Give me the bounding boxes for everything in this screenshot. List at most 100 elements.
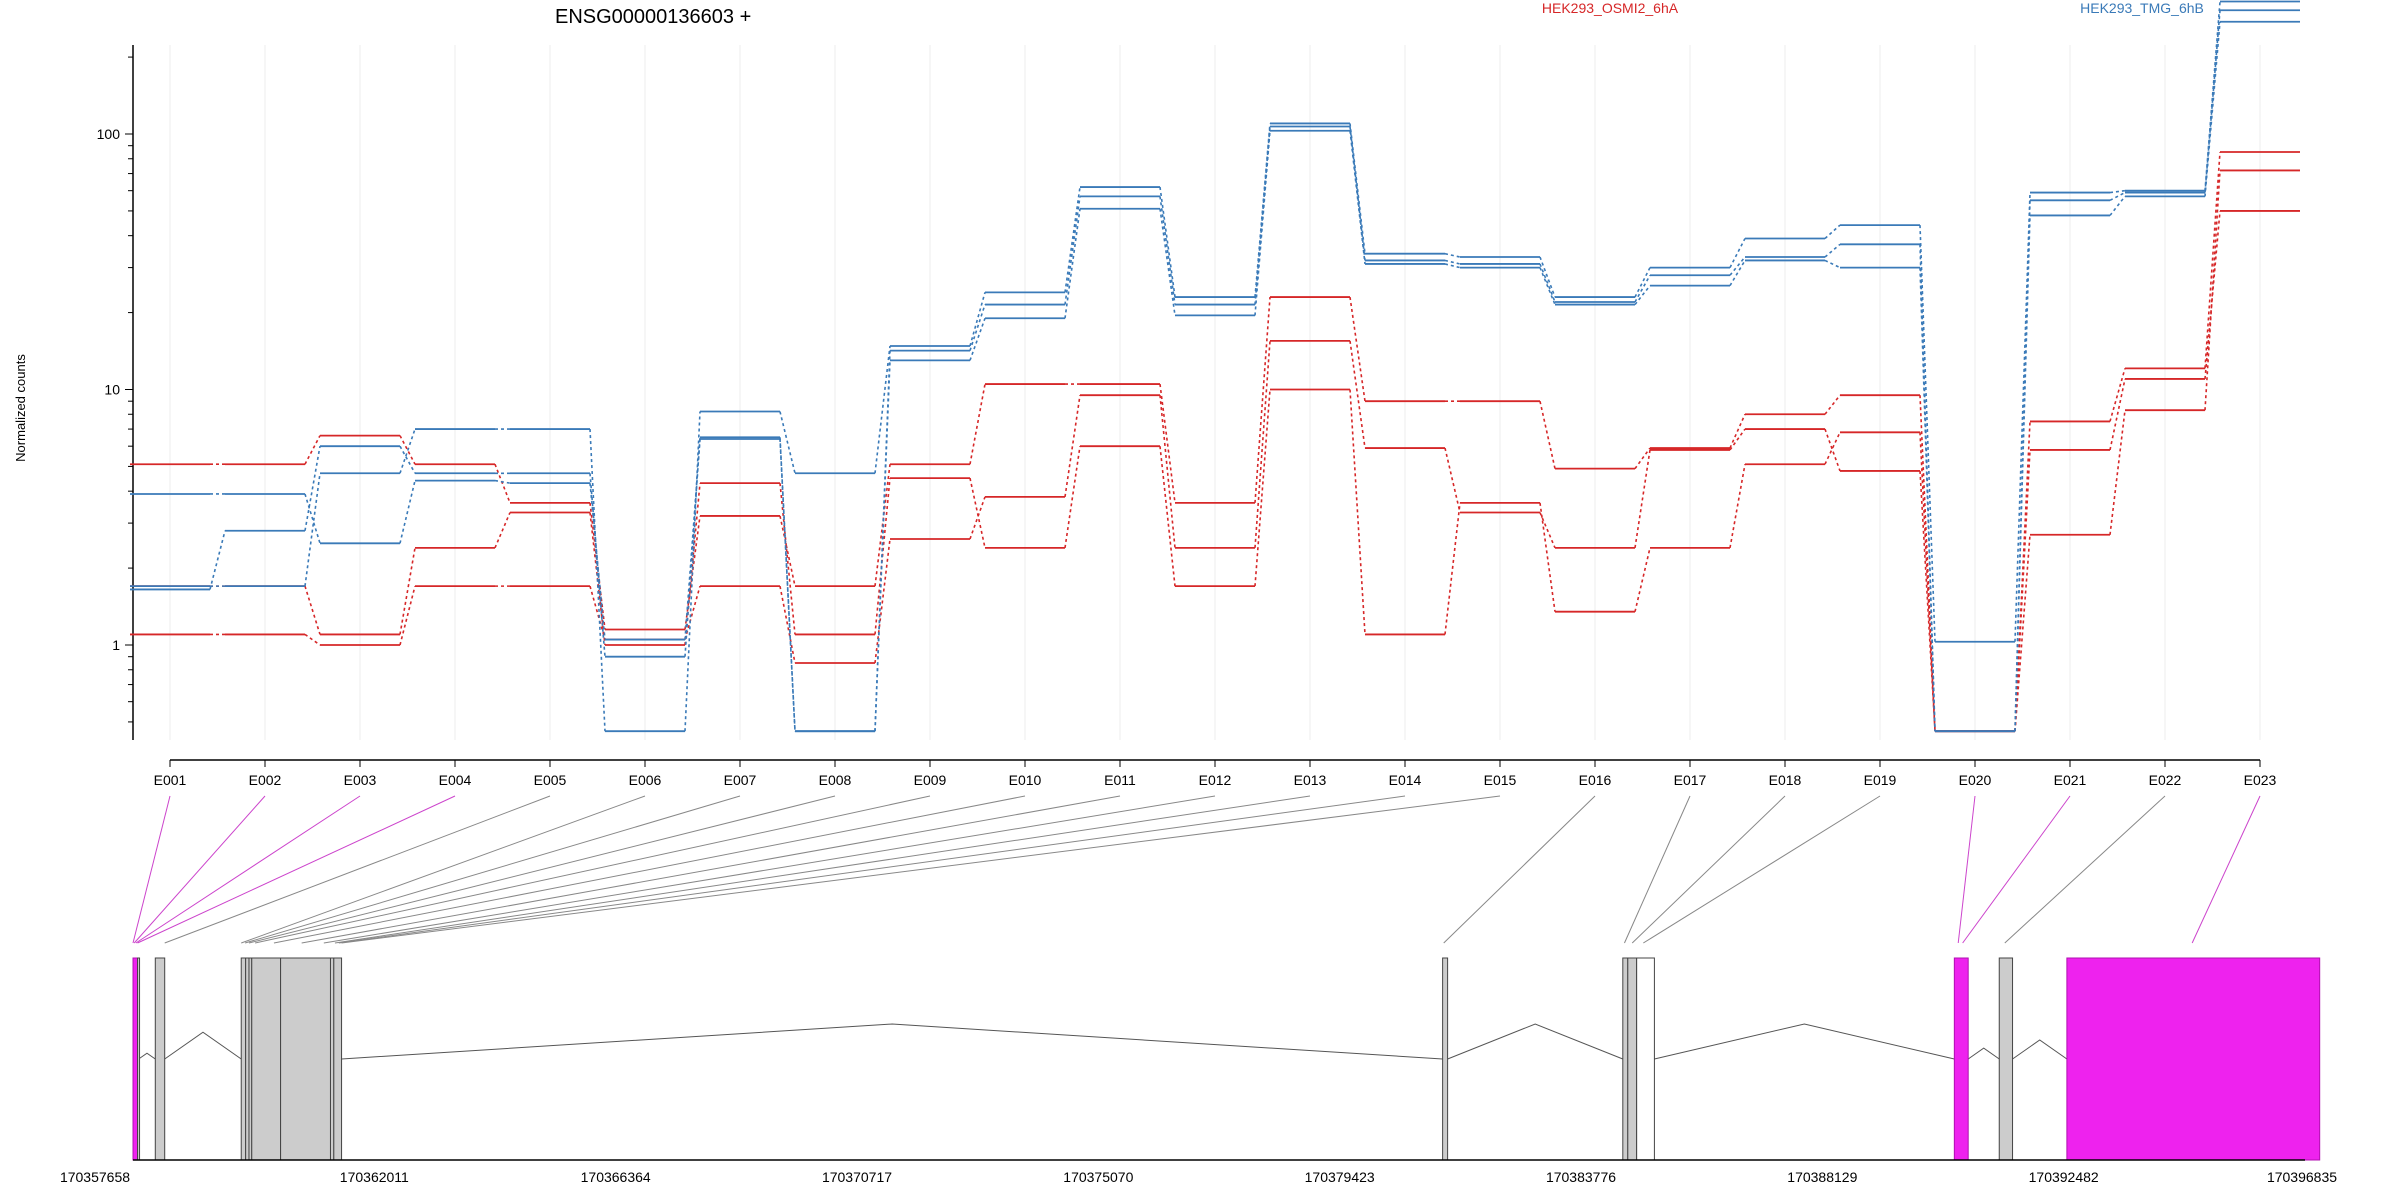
series-connector xyxy=(2109,195,2126,216)
y-tick-label: 10 xyxy=(104,382,120,398)
exon-block xyxy=(1627,957,1638,1161)
exon-connector xyxy=(248,795,836,944)
series-connector xyxy=(1254,130,1271,316)
exon-connector xyxy=(164,795,551,944)
series-connector xyxy=(1634,449,1651,548)
genomic-axis: 170357658 170362011 170366364 170370717 1703… xyxy=(60,1159,2337,1185)
series-connector xyxy=(1064,186,1081,293)
exon-block xyxy=(251,957,282,1161)
genomic-tick-label: 170362011 xyxy=(340,1169,409,1185)
exon-connector xyxy=(1624,795,1691,944)
series-connector xyxy=(1349,123,1366,254)
y-axis: 1 10 100 xyxy=(97,45,134,740)
series-connector xyxy=(399,435,416,465)
series-connector xyxy=(1159,383,1176,503)
series-connector xyxy=(1444,502,1461,635)
genomic-tick-label: 170392482 xyxy=(2029,1169,2099,1185)
genomic-tick-label: 170396835 xyxy=(2267,1169,2337,1185)
exon-block xyxy=(132,957,139,1161)
series-connector xyxy=(1729,428,1746,451)
x-tick-label: E020 xyxy=(1959,772,1992,788)
series-connector xyxy=(1539,263,1556,303)
legend-item-tmg: HEK293_TMG_6hB xyxy=(2080,0,2204,16)
series-connector xyxy=(1919,470,1936,732)
series-connector xyxy=(1064,395,1081,497)
intron-line xyxy=(138,1052,156,1060)
series-connector xyxy=(1254,123,1271,298)
series-connector xyxy=(2204,21,2221,197)
genomic-tick-label: 170383776 xyxy=(1546,1169,1616,1185)
exon-block xyxy=(240,957,247,1161)
series-connector xyxy=(304,585,321,635)
x-tick-label: E006 xyxy=(629,772,662,788)
series-connector xyxy=(779,585,796,664)
series-connector xyxy=(1254,297,1271,503)
x-tick-label: E002 xyxy=(249,772,282,788)
series-connector xyxy=(494,512,511,549)
series-connector xyxy=(1539,512,1556,549)
series-connector xyxy=(304,493,321,544)
series-connector xyxy=(1824,243,1841,258)
exon-connector xyxy=(1957,795,1976,944)
series-connector xyxy=(2014,449,2031,732)
series-connector xyxy=(399,547,416,635)
series-connector xyxy=(779,437,796,732)
exon-connector xyxy=(2191,795,2261,944)
exon-connector xyxy=(254,795,931,944)
genomic-tick-label: 170366364 xyxy=(581,1169,651,1185)
gene-model xyxy=(132,957,2321,1161)
series-connector xyxy=(2109,191,2126,202)
series-connector xyxy=(2014,421,2031,732)
genomic-tick-label: 170370717 xyxy=(822,1169,892,1185)
series-connector xyxy=(1539,256,1556,298)
series-connector xyxy=(589,473,606,657)
x-tick-label: E018 xyxy=(1769,772,1802,788)
series-connector xyxy=(304,435,321,465)
intron-line xyxy=(1447,1023,1623,1060)
exon-block xyxy=(1998,957,2014,1161)
intron-line xyxy=(1967,1047,2000,1060)
chart-title: ENSG00000136603 + xyxy=(555,6,751,28)
exon-block xyxy=(280,957,331,1161)
series-connector xyxy=(1919,432,1936,732)
series-connector xyxy=(779,438,796,732)
series-connector xyxy=(2109,378,2126,451)
series-connector xyxy=(874,538,891,664)
series-connector xyxy=(1729,464,1746,548)
series-connector xyxy=(1254,340,1271,548)
x-tick-label: E023 xyxy=(2244,772,2277,788)
series-connector xyxy=(1539,401,1556,469)
intron-line xyxy=(2012,1039,2068,1060)
series-connector xyxy=(1919,267,1936,732)
series-connector xyxy=(494,479,511,484)
genomic-tick-label: 170357658 xyxy=(60,1169,130,1185)
series-connector xyxy=(1634,285,1651,306)
series-connector xyxy=(1919,395,1936,732)
series-connector xyxy=(1349,340,1366,449)
exon-connector xyxy=(241,795,646,944)
series-connector xyxy=(1064,208,1081,319)
x-tick-label: E014 xyxy=(1389,772,1422,788)
series-connector xyxy=(1634,447,1651,470)
x-tick-label: E004 xyxy=(439,772,472,788)
series-connector xyxy=(874,360,891,732)
x-tick-label: E017 xyxy=(1674,772,1707,788)
exon-connector xyxy=(135,795,361,944)
exon-block xyxy=(154,957,166,1161)
exon-block xyxy=(333,957,343,1161)
exon-block xyxy=(1636,957,1655,1161)
series-connector xyxy=(1349,130,1366,265)
series-connector xyxy=(969,496,986,540)
series-connector xyxy=(589,429,606,732)
series-connector xyxy=(969,304,986,351)
exon-block xyxy=(1442,957,1449,1161)
series-connector xyxy=(969,477,986,549)
series-connector xyxy=(1824,259,1841,269)
exon-connector xyxy=(2004,795,2166,944)
series-connector xyxy=(1729,256,1746,276)
series-connector xyxy=(2204,151,2221,369)
intron-line xyxy=(1654,1023,1955,1060)
exon-connectors xyxy=(132,795,2261,944)
exon-connector xyxy=(133,795,266,944)
